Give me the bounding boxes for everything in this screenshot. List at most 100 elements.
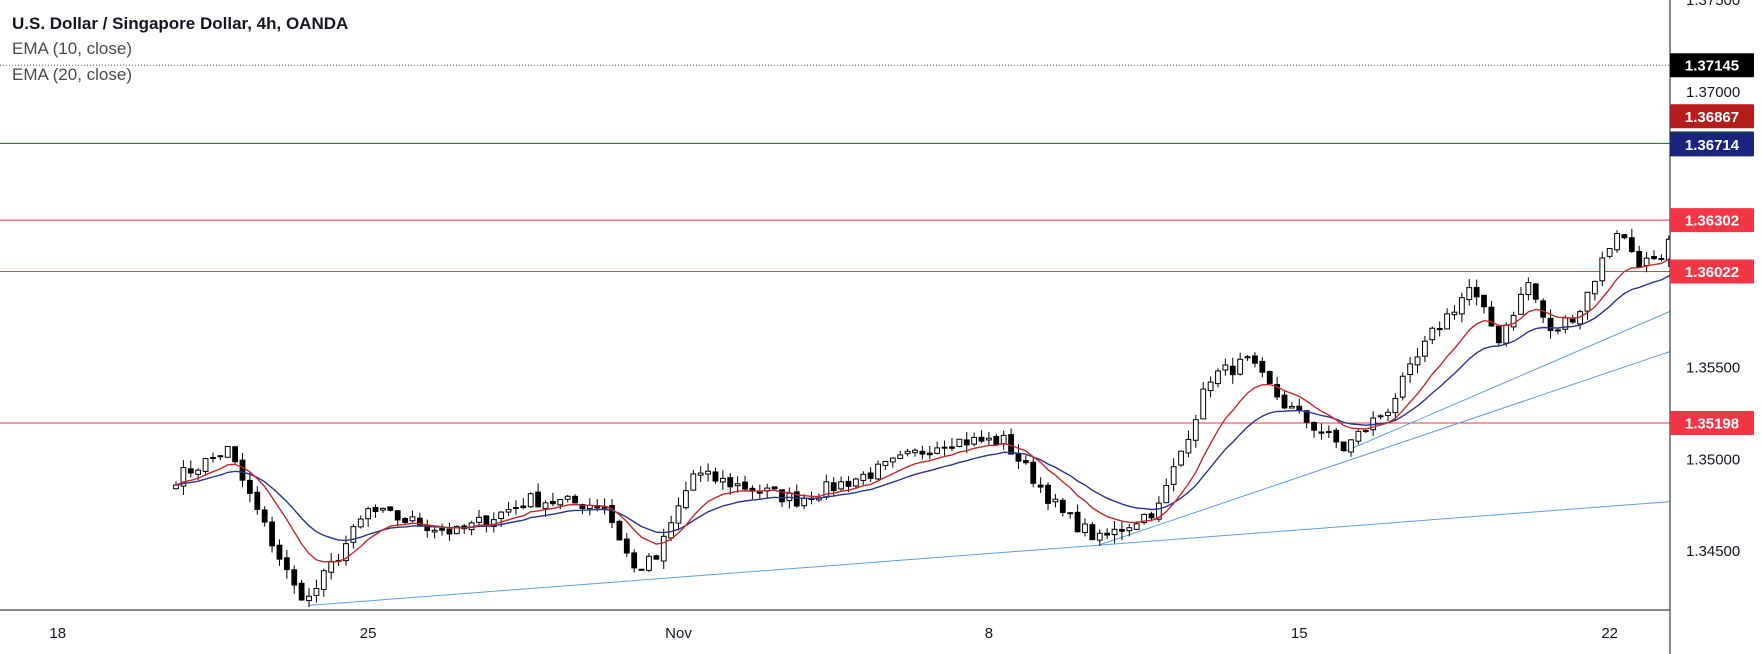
candle-30	[394, 510, 401, 527]
candle-body	[394, 510, 401, 521]
candle-body	[963, 439, 970, 446]
candle-124	[1089, 522, 1096, 541]
candle-135	[1170, 458, 1177, 492]
candle-182	[1518, 286, 1524, 315]
candle-body	[1740, 163, 1745, 167]
price-badge-3: 1.37145	[1670, 53, 1754, 78]
candle-175	[1466, 278, 1473, 306]
candle-127	[1111, 521, 1118, 544]
price-badge-bg	[1670, 53, 1754, 78]
candle-2	[187, 460, 194, 478]
price-tick-label: 1.37500	[1686, 0, 1740, 9]
candle-5	[210, 452, 216, 463]
candle-171	[1436, 321, 1443, 337]
candle-63	[638, 568, 645, 571]
trendline-0	[308, 501, 1670, 606]
candle-body	[343, 543, 349, 562]
candle-body	[269, 521, 275, 547]
candle-body	[616, 520, 623, 541]
candle-body	[276, 544, 283, 560]
price-badge-label: 1.36867	[1685, 109, 1739, 126]
candle-body	[542, 502, 549, 509]
candle-body	[631, 552, 638, 569]
candle-body	[1192, 419, 1199, 441]
candle-body	[1606, 248, 1613, 257]
candle-24	[350, 524, 357, 549]
candle-body	[306, 595, 312, 602]
time-tick-label: 15	[1291, 625, 1308, 642]
candle-body	[1067, 512, 1074, 515]
candle-body	[1348, 439, 1354, 453]
candle-body	[1045, 484, 1051, 504]
candle-168	[1414, 348, 1421, 374]
candle-106	[956, 438, 963, 448]
candle-body	[549, 500, 556, 505]
candles-group	[173, 163, 1745, 608]
candle-119	[1052, 493, 1059, 508]
candle-19	[313, 579, 320, 603]
candle-body	[742, 481, 748, 490]
candle-167	[1407, 357, 1414, 384]
candle-194	[1606, 248, 1613, 259]
candle-body	[1525, 282, 1532, 296]
candle-102	[926, 445, 933, 460]
candle-199	[1643, 251, 1650, 273]
candle-body	[668, 522, 675, 539]
candle-body	[971, 436, 978, 445]
candle-body	[653, 555, 660, 560]
candle-105	[949, 438, 955, 451]
candle-198	[1636, 245, 1643, 269]
trendline-1	[1099, 351, 1670, 546]
candle-body	[1591, 280, 1598, 295]
candle-body	[919, 450, 926, 455]
candle-body	[195, 469, 202, 475]
candle-4	[202, 457, 209, 474]
candle-149	[1274, 376, 1281, 401]
candle-32	[409, 510, 416, 523]
candle-154	[1311, 421, 1317, 438]
candle-200	[1651, 250, 1657, 260]
candle-72	[705, 463, 711, 482]
chart-title: U.S. Dollar / Singapore Dollar, 4h, OAND…	[12, 14, 349, 33]
candle-9	[239, 453, 246, 488]
candle-body	[557, 499, 564, 506]
candle-183	[1525, 277, 1532, 301]
candle-108	[971, 432, 978, 447]
candle-159	[1348, 439, 1354, 457]
candle-170	[1429, 326, 1436, 345]
candle-189	[1569, 314, 1576, 324]
candle-56	[586, 498, 593, 516]
candle-body	[202, 458, 209, 472]
ema10-legend: EMA (10, close)	[12, 39, 132, 58]
candle-body	[1414, 356, 1421, 366]
candle-190	[1577, 309, 1583, 330]
candle-body	[1141, 513, 1147, 524]
candle-body	[1651, 256, 1657, 260]
candle-69	[683, 481, 689, 510]
price-badge-2: 1.35198	[1670, 410, 1754, 435]
candle-body	[926, 452, 933, 456]
candle-120	[1059, 498, 1066, 517]
candle-151	[1288, 401, 1295, 409]
candle-body	[1185, 438, 1192, 454]
candle-137	[1185, 430, 1192, 458]
candle-25	[357, 515, 364, 529]
candle-140	[1207, 376, 1214, 398]
candle-17	[298, 580, 305, 601]
candle-body	[801, 497, 808, 507]
price-badge-bg	[1670, 132, 1754, 157]
candle-65	[653, 554, 660, 560]
candle-13	[269, 516, 275, 553]
candle-body	[1628, 237, 1635, 253]
ema20-legend: EMA (20, close)	[12, 65, 132, 84]
candle-body	[1252, 355, 1258, 364]
price-badge-label: 1.36022	[1685, 264, 1739, 281]
candle-body	[779, 489, 785, 503]
candle-body	[1444, 313, 1450, 330]
price-badge-6: 1.36714	[1670, 132, 1754, 157]
price-badge-label: 1.36714	[1685, 137, 1740, 154]
candle-207	[1703, 170, 1708, 181]
candle-body	[1696, 177, 1701, 193]
candle-177	[1481, 294, 1487, 314]
